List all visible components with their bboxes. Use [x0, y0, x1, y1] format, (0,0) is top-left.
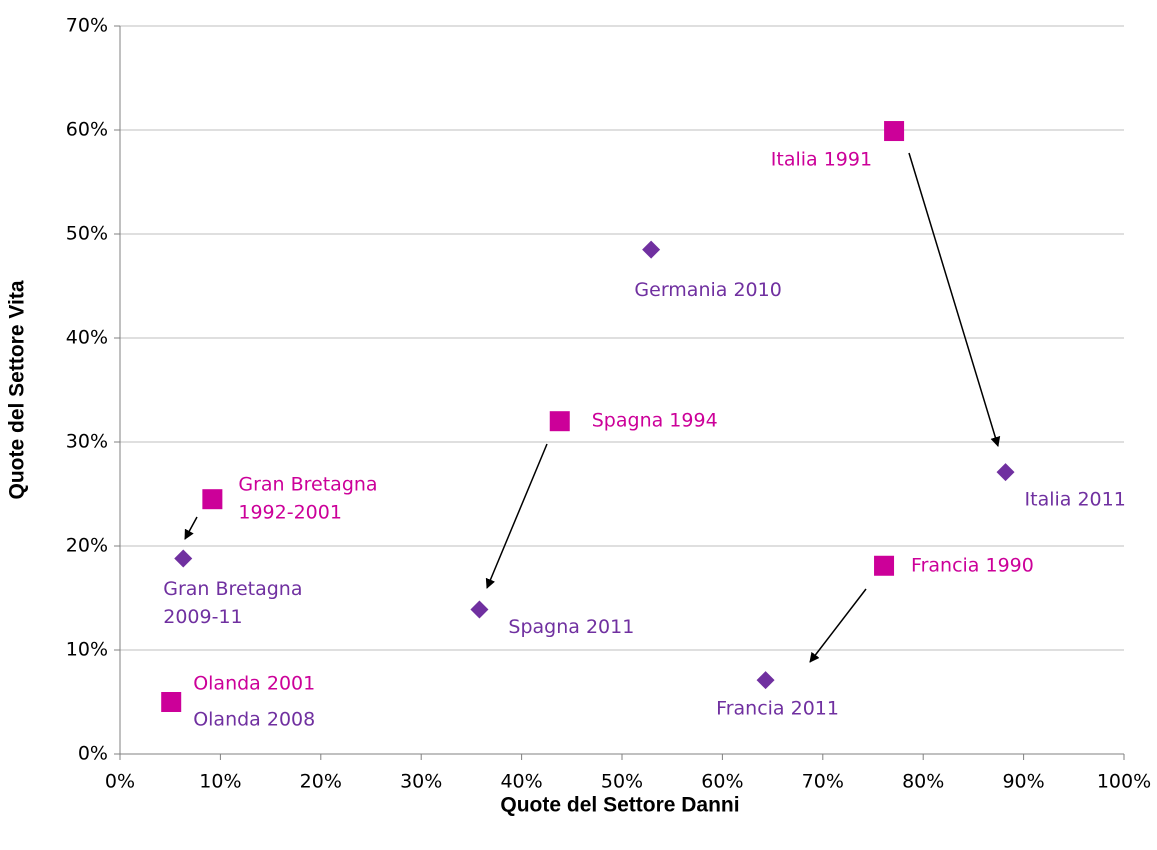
- y-tick-label: 0%: [78, 743, 108, 765]
- y-tick-label: 60%: [66, 119, 108, 141]
- x-tick-label: 30%: [400, 771, 442, 793]
- point-label: Olanda 2008: [193, 709, 315, 731]
- y-tick-label: 30%: [66, 431, 108, 453]
- point: [996, 463, 1015, 482]
- arrow: [485, 443, 548, 589]
- point-label: Olanda 2001: [193, 673, 315, 695]
- point: [756, 671, 775, 690]
- point: [642, 240, 661, 259]
- point-label: 1992-2001: [238, 502, 342, 524]
- arrows: [184, 152, 1001, 663]
- point-label: Germania 2010: [634, 279, 781, 301]
- point-label: Gran Bretagna: [238, 474, 377, 496]
- point-label: Italia 1991: [771, 149, 872, 171]
- arrow: [809, 588, 867, 663]
- point-label: Italia 2011: [1025, 489, 1126, 511]
- point-label: Spagna 1994: [592, 410, 718, 432]
- x-tick-label: 60%: [701, 771, 743, 793]
- x-tick-label: 10%: [199, 771, 241, 793]
- point-label: Gran Bretagna: [163, 578, 302, 600]
- x-tick-label: 100%: [1097, 771, 1151, 793]
- y-tick-label: 70%: [66, 15, 108, 37]
- y-axis-title: Quote del Settore Vita: [6, 280, 29, 499]
- point: [161, 692, 182, 712]
- point: [202, 489, 223, 510]
- point: [174, 549, 193, 568]
- point-label: Francia 2011: [716, 698, 839, 720]
- x-tick-label: 0%: [105, 771, 135, 793]
- point-label: 2009-11: [163, 606, 242, 628]
- point: [470, 600, 489, 619]
- point-label: Francia 1990: [911, 554, 1034, 576]
- y-tick-label: 20%: [66, 535, 108, 557]
- y-tick-label: 10%: [66, 639, 108, 661]
- point: [874, 555, 895, 576]
- x-tick-label: 90%: [1002, 771, 1044, 793]
- y-tick-label: 50%: [66, 223, 108, 245]
- y-tick-label: 40%: [66, 327, 108, 349]
- x-tick-label: 50%: [601, 771, 643, 793]
- arrow: [184, 516, 198, 540]
- x-tick-label: 20%: [300, 771, 342, 793]
- x-tick-label: 80%: [902, 771, 944, 793]
- x-axis-title: Quote del Settore Danni: [500, 794, 739, 817]
- point-label: Spagna 2011: [508, 616, 634, 638]
- point: [549, 411, 570, 432]
- x-tick-label: 40%: [500, 771, 542, 793]
- x-tick-label: 70%: [802, 771, 844, 793]
- point: [884, 121, 905, 142]
- arrow: [908, 152, 1001, 447]
